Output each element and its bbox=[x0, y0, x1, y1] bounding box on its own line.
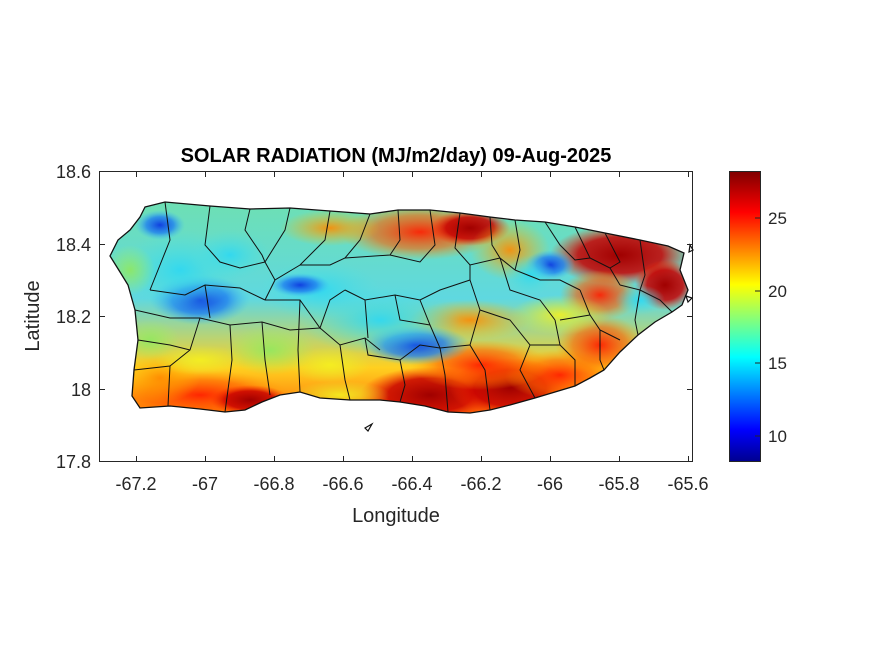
y-tick-label: 17.8 bbox=[56, 452, 91, 472]
x-tick-label: -66 bbox=[537, 474, 563, 494]
chart-title: SOLAR RADIATION (MJ/m2/day) 09-Aug-2025 bbox=[181, 145, 612, 167]
x-tick-label: -65.8 bbox=[598, 474, 639, 494]
island-outline bbox=[109, 201, 689, 414]
y-axis-label: Latitude bbox=[22, 280, 44, 351]
x-tick-label: -65.6 bbox=[667, 474, 708, 494]
colorbar-tick-label: 10 bbox=[768, 427, 787, 446]
x-tick-labels: -67.2 -67 -66.8 -66.6 -66.4 -66.2 -66 -6… bbox=[115, 474, 708, 494]
colorbar-tick-label: 15 bbox=[768, 354, 787, 373]
y-tick-label: 18.4 bbox=[56, 235, 91, 255]
x-tick-label: -66.6 bbox=[322, 474, 363, 494]
colorbar-labels: 10 15 20 25 bbox=[768, 209, 787, 446]
x-ticks bbox=[136, 172, 689, 461]
x-axis-label: Longitude bbox=[352, 505, 440, 527]
x-tick-label: -66.4 bbox=[391, 474, 432, 494]
y-tick-label: 18.2 bbox=[56, 307, 91, 327]
municipal-boundaries bbox=[133, 201, 673, 413]
offshore-islands bbox=[364, 243, 694, 432]
y-tick-label: 18.6 bbox=[56, 162, 91, 182]
colorbar-ticks bbox=[755, 217, 760, 437]
y-ticks bbox=[100, 244, 692, 390]
x-tick-label: -67 bbox=[192, 474, 218, 494]
colorbar-tick-label: 20 bbox=[768, 282, 787, 301]
x-tick-label: -67.2 bbox=[115, 474, 156, 494]
x-tick-label: -66.2 bbox=[460, 474, 501, 494]
x-tick-label: -66.8 bbox=[253, 474, 294, 494]
y-tick-labels: 18.6 18.4 18.2 18 17.8 bbox=[56, 162, 91, 472]
colorbar bbox=[729, 171, 761, 462]
colorbar-tick-label: 25 bbox=[768, 209, 787, 228]
y-tick-label: 18 bbox=[71, 380, 91, 400]
